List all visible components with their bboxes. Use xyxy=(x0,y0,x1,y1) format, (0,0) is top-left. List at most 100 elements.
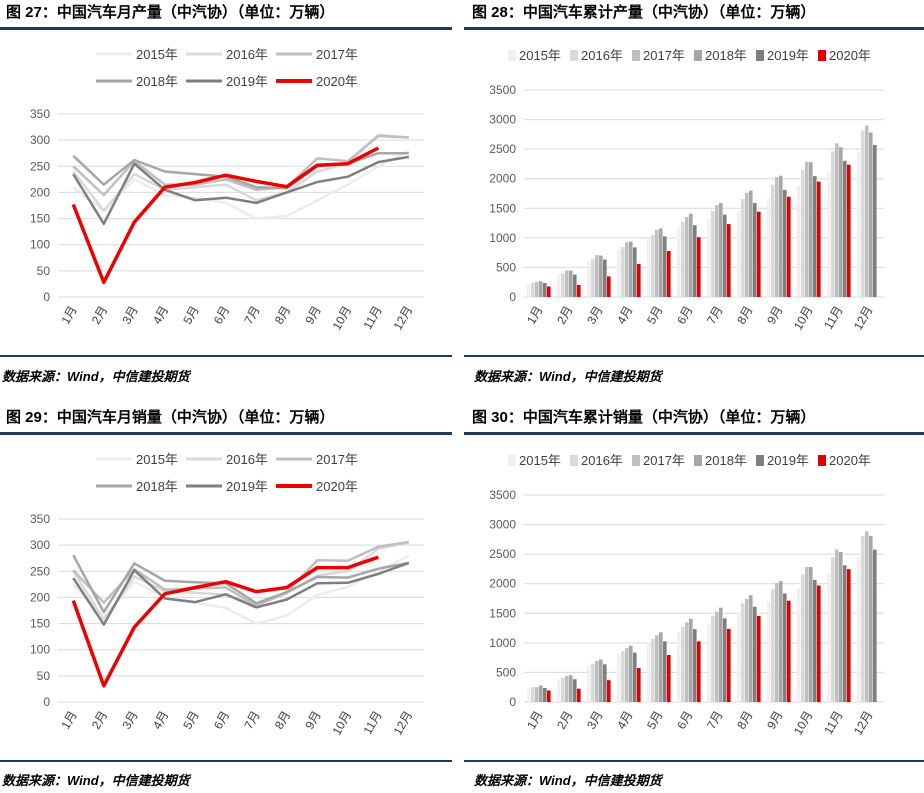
bar xyxy=(573,679,577,702)
legend-swatch xyxy=(818,50,826,61)
x-tick-label: 4月 xyxy=(614,709,635,732)
legend-label: 2020年 xyxy=(316,479,358,494)
bar xyxy=(809,162,813,297)
chart-panel-29: 图 29：中国汽车月销量（中汽协）（单位：万辆） 2015年 2016年 2017年… xyxy=(0,405,452,793)
legend-label: 2020年 xyxy=(829,453,871,468)
bar xyxy=(689,618,693,702)
bar xyxy=(693,629,697,702)
bar xyxy=(651,638,655,702)
legend-label: 2017年 xyxy=(316,452,358,467)
x-tick-label: 10月 xyxy=(330,304,355,333)
bar xyxy=(869,535,873,702)
bar xyxy=(783,189,787,297)
bar xyxy=(543,283,547,297)
legend-item: 2017年 xyxy=(632,453,685,468)
x-tick-label: 4月 xyxy=(150,304,171,327)
bar xyxy=(813,579,817,702)
y-tick-label: 2000 xyxy=(489,577,516,591)
series-line-2015年 xyxy=(72,149,410,220)
bar xyxy=(749,190,753,297)
bar xyxy=(527,688,531,702)
series-line-2018年 xyxy=(72,554,410,614)
legend-label: 2017年 xyxy=(643,48,685,63)
bar xyxy=(873,549,877,702)
x-tick-label: 11月 xyxy=(821,304,845,332)
legend-swatch xyxy=(570,50,578,61)
x-tick-label: 8月 xyxy=(734,709,755,732)
x-tick-label: 2月 xyxy=(89,304,110,327)
legend-item: 2017年 xyxy=(632,48,685,63)
bar xyxy=(775,583,779,702)
bar xyxy=(745,192,749,297)
x-tick-label: 6月 xyxy=(674,709,695,732)
chart-title: 图 30：中国汽车累计销量（中汽协）（单位：万辆） xyxy=(472,409,816,426)
bar xyxy=(831,557,835,702)
legend-label: 2018年 xyxy=(136,479,178,494)
bar xyxy=(681,626,685,702)
bar xyxy=(561,677,565,702)
y-tick-label: 0 xyxy=(43,290,50,304)
x-tick-label: 10月 xyxy=(791,304,816,333)
legend-label: 2015年 xyxy=(136,47,178,62)
legend-item: 2015年 xyxy=(508,48,561,63)
y-tick-label: 1000 xyxy=(489,636,516,650)
legend-item: 2018年 xyxy=(96,479,178,494)
x-tick-label: 5月 xyxy=(644,304,665,327)
y-tick-label: 150 xyxy=(30,212,50,226)
x-tick-label: 2月 xyxy=(554,709,575,732)
bar xyxy=(723,214,727,297)
legend-swatch xyxy=(632,455,640,466)
bar xyxy=(801,169,805,297)
legend-label: 2018年 xyxy=(705,48,747,63)
legend-item: 2015年 xyxy=(508,453,561,468)
bar xyxy=(647,642,651,702)
y-tick-label: 2500 xyxy=(489,547,516,561)
legend-swatch xyxy=(756,455,764,466)
bar xyxy=(861,130,865,297)
bar xyxy=(577,688,581,702)
bar xyxy=(599,255,603,297)
x-tick-label: 1月 xyxy=(58,304,79,327)
bar xyxy=(737,613,741,702)
x-tick-label: 12月 xyxy=(851,709,876,738)
legend-label: 2020年 xyxy=(316,74,358,89)
bar xyxy=(617,249,621,297)
x-tick-label: 11月 xyxy=(360,304,384,332)
y-tick-label: 3500 xyxy=(489,488,516,502)
legend-label: 2019年 xyxy=(767,453,809,468)
bar xyxy=(607,680,611,702)
series-line-2016年 xyxy=(72,133,409,212)
x-tick-label: 7月 xyxy=(241,304,262,327)
x-tick-label: 3月 xyxy=(584,304,605,327)
bar xyxy=(633,247,637,297)
title-rule xyxy=(0,432,452,435)
chart-title: 图 29：中国汽车月销量（中汽协）（单位：万辆） xyxy=(6,409,335,426)
bar xyxy=(531,687,535,702)
x-tick-label: 12月 xyxy=(391,304,416,333)
legend-item: 2018年 xyxy=(96,74,178,89)
bar xyxy=(667,251,671,297)
x-tick-label: 12月 xyxy=(391,709,416,738)
bar xyxy=(565,270,569,297)
bar xyxy=(625,648,629,702)
bar xyxy=(677,631,681,702)
legend-item: 2020年 xyxy=(818,48,871,63)
legend-swatch xyxy=(632,50,640,61)
series-line-2019年 xyxy=(72,155,410,226)
bar xyxy=(663,641,667,702)
legend-label: 2019年 xyxy=(226,479,268,494)
bar xyxy=(835,143,839,297)
series-line-2020年 xyxy=(71,146,380,285)
bar xyxy=(861,536,865,702)
series-line-2019年 xyxy=(72,561,410,626)
bar xyxy=(629,241,633,297)
x-tick-label: 3月 xyxy=(119,304,140,327)
legend-label: 2015年 xyxy=(136,452,178,467)
x-tick-label: 4月 xyxy=(150,709,171,732)
source-rule xyxy=(464,760,924,762)
bar xyxy=(865,531,869,702)
y-tick-label: 1500 xyxy=(489,201,516,215)
bar xyxy=(591,663,595,702)
bar xyxy=(693,225,697,297)
bar xyxy=(771,589,775,702)
